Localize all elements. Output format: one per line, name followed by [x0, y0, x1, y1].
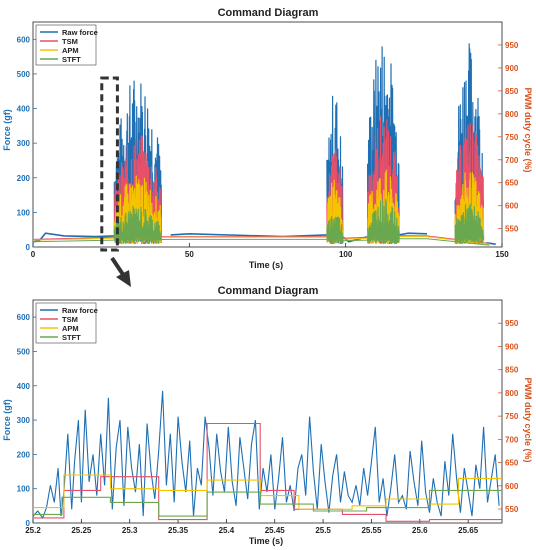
y-tick-label: 600 [17, 313, 31, 322]
y-tick-label: 500 [17, 347, 31, 356]
series-burst [454, 203, 485, 245]
y2-tick-label: 700 [505, 156, 519, 165]
x-tick-label: 25.25 [71, 526, 92, 535]
zoom-arrow [110, 256, 131, 287]
x-tick-label: 25.35 [168, 526, 189, 535]
legend-entry: TSM [62, 315, 78, 324]
chart-title: Command Diagram [218, 7, 319, 19]
legend-entry: APM [62, 324, 79, 333]
x-tick-label: 100 [339, 250, 353, 259]
series-burst [113, 205, 162, 245]
y2-tick-label: 900 [505, 64, 519, 73]
y2-tick-label: 600 [505, 482, 519, 491]
series-line [32, 390, 500, 520]
zoomed-chart: Command Diagram 25.2 25.25 25.3 25.35 25.4 25… [2, 285, 533, 546]
y-tick-label: 400 [17, 382, 31, 391]
legend-entry: STFT [62, 55, 81, 64]
y-tick-label: 400 [17, 105, 31, 114]
legend-entry: Raw force [62, 306, 98, 315]
y-tick-label: 100 [17, 485, 31, 494]
y-tick-label: 0 [26, 243, 31, 252]
y-tick-label: 200 [17, 174, 31, 183]
y-tick-label: 200 [17, 450, 31, 459]
series-line [33, 422, 502, 522]
y2-tick-label: 700 [505, 435, 519, 444]
y2-tick-label: 800 [505, 110, 519, 119]
legend-entry: TSM [62, 37, 78, 46]
x-tick-label: 150 [495, 250, 509, 259]
y2-tick-label: 850 [505, 87, 519, 96]
series-line [170, 232, 327, 238]
x-tick-label: 25.3 [122, 526, 138, 535]
plot-frame [32, 21, 503, 248]
legend-entry: Raw force [62, 28, 98, 37]
x-tick-label: 25.6 [412, 526, 428, 535]
series-burst [367, 198, 400, 245]
y-axis-label: Force (gf) [2, 109, 12, 151]
y-tick-label: 300 [17, 416, 31, 425]
y2-tick-label: 950 [505, 319, 519, 328]
series-burst [326, 216, 344, 245]
series-line [32, 232, 115, 243]
x-tick-label: 25.45 [265, 526, 286, 535]
x-tick-label: 50 [185, 250, 194, 259]
series-line [398, 232, 428, 236]
y2-tick-label: 800 [505, 389, 519, 398]
y-tick-label: 500 [17, 70, 31, 79]
series-line [33, 489, 502, 517]
y-tick-label: 300 [17, 139, 31, 148]
x-tick-label: 25.65 [458, 526, 479, 535]
x-tick-label: 25.2 [25, 526, 41, 535]
legend-entry: APM [62, 46, 79, 55]
y2-tick-label: 550 [505, 225, 519, 234]
x-axis-label: Time (s) [249, 260, 283, 270]
overview-chart: Command Diagram 0 50 100 150 0 100 200 300 400 50… [2, 7, 533, 287]
plot-frame [32, 299, 503, 524]
y2-tick-label: 850 [505, 366, 519, 375]
y2-axis-label: PWM duty cycle (%) [523, 377, 533, 462]
x-tick-label: 25.55 [361, 526, 382, 535]
y2-tick-label: 650 [505, 179, 519, 188]
zoom-region-box [100, 76, 119, 252]
y2-axis-label: PWM duty cycle (%) [523, 87, 533, 172]
legend-entry: STFT [62, 333, 81, 342]
x-tick-label: 0 [31, 250, 36, 259]
chart-title: Command Diagram [218, 285, 319, 297]
y-tick-label: 0 [26, 519, 31, 528]
x-tick-label: 25.4 [219, 526, 235, 535]
y2-tick-label: 750 [505, 412, 519, 421]
y2-tick-label: 600 [505, 202, 519, 211]
y2-tick-label: 900 [505, 342, 519, 351]
y2-tick-label: 950 [505, 41, 519, 50]
x-tick-label: 25.5 [315, 526, 331, 535]
y-tick-label: 100 [17, 208, 31, 217]
y-tick-label: 600 [17, 35, 31, 44]
x-axis-label: Time (s) [249, 536, 283, 546]
y2-tick-label: 750 [505, 133, 519, 142]
y-axis-label: Force (gf) [2, 399, 12, 441]
y2-tick-label: 550 [505, 505, 519, 514]
plot-area: 25.2 25.25 25.3 25.35 25.4 25.45 25.5 25.55 25.6… [17, 299, 519, 535]
y2-tick-label: 650 [505, 459, 519, 468]
plot-area: 0 50 100 150 0 100 200 300 400 500 600 550 600 650 700… [17, 21, 519, 259]
